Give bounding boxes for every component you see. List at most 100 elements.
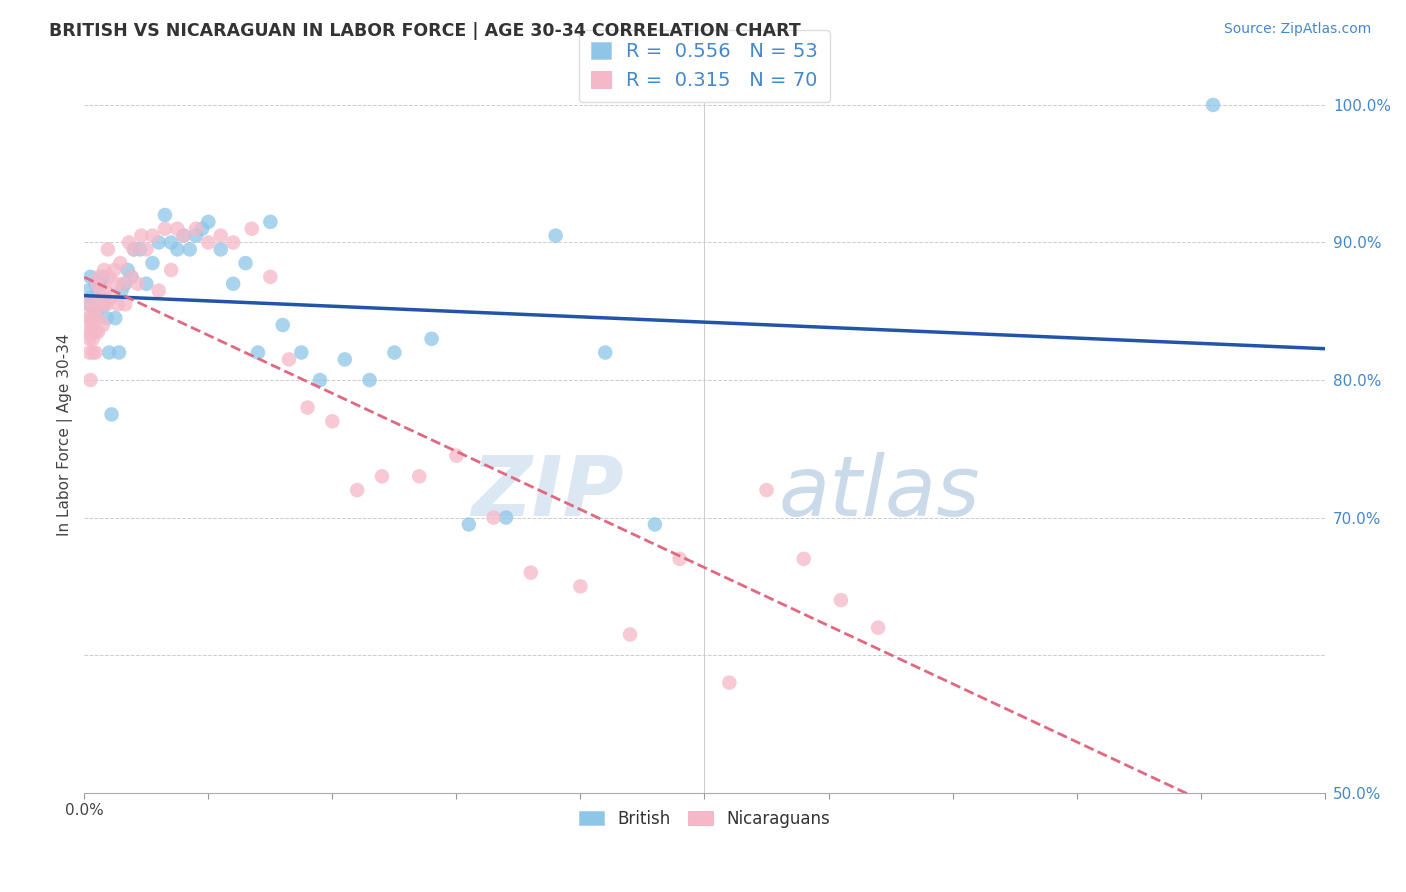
Point [104, 277, 127, 291]
Point [87, 291, 110, 305]
Point [235, 256, 257, 270]
Point [668, 551, 690, 566]
Point [77, 332, 100, 346]
Point [104, 311, 127, 326]
Text: ZIP: ZIP [471, 451, 624, 533]
Y-axis label: In Labor Force | Age 30-34: In Labor Force | Age 30-34 [58, 334, 73, 536]
Point [77, 325, 100, 339]
Point [120, 269, 142, 284]
Point [96, 297, 118, 311]
Point [120, 269, 142, 284]
Point [89, 269, 111, 284]
Point [793, 551, 815, 566]
Point [153, 208, 176, 222]
Point [197, 215, 219, 229]
Point [129, 243, 152, 257]
Text: Source: ZipAtlas.com: Source: ZipAtlas.com [1223, 22, 1371, 37]
Point [79, 373, 101, 387]
Point [297, 401, 319, 415]
Point [868, 621, 890, 635]
Point [91, 269, 114, 284]
Point [87, 311, 110, 326]
Point [153, 221, 176, 235]
Point [89, 277, 111, 291]
Point [93, 297, 115, 311]
Point [100, 408, 122, 422]
Point [83, 311, 105, 326]
Point [98, 345, 121, 359]
Point [408, 469, 430, 483]
Point [84, 325, 107, 339]
Point [191, 221, 214, 235]
Point [148, 235, 170, 250]
Point [259, 269, 281, 284]
Point [166, 221, 188, 235]
Point [89, 284, 111, 298]
Point [446, 449, 468, 463]
Point [80, 291, 103, 305]
Point [160, 235, 183, 250]
Point [96, 311, 118, 326]
Point [278, 352, 301, 367]
Point [93, 263, 115, 277]
Point [82, 332, 104, 346]
Point [80, 318, 103, 332]
Point [184, 221, 207, 235]
Point [1202, 98, 1225, 112]
Point [371, 469, 394, 483]
Point [117, 263, 139, 277]
Point [118, 235, 141, 250]
Point [76, 297, 98, 311]
Point [79, 269, 101, 284]
Point [482, 510, 505, 524]
Point [122, 243, 145, 257]
Point [100, 291, 122, 305]
Point [97, 243, 120, 257]
Point [240, 221, 263, 235]
Point [160, 263, 183, 277]
Point [359, 373, 381, 387]
Point [98, 269, 121, 284]
Point [127, 277, 149, 291]
Point [122, 243, 145, 257]
Text: atlas: atlas [779, 451, 980, 533]
Point [644, 517, 666, 532]
Point [830, 593, 852, 607]
Point [83, 297, 105, 311]
Point [135, 277, 157, 291]
Point [755, 483, 778, 497]
Point [197, 235, 219, 250]
Point [87, 325, 110, 339]
Point [384, 345, 406, 359]
Point [131, 228, 153, 243]
Point [90, 297, 112, 311]
Point [82, 345, 104, 359]
Point [222, 277, 245, 291]
Point [179, 243, 201, 257]
Point [209, 243, 232, 257]
Point [457, 517, 479, 532]
Point [77, 297, 100, 311]
Point [309, 373, 332, 387]
Point [103, 263, 125, 277]
Point [79, 311, 101, 326]
Point [86, 304, 108, 318]
Point [173, 228, 195, 243]
Point [77, 345, 100, 359]
Point [114, 277, 136, 291]
Point [346, 483, 368, 497]
Point [593, 345, 616, 359]
Point [290, 345, 312, 359]
Text: BRITISH VS NICARAGUAN IN LABOR FORCE | AGE 30-34 CORRELATION CHART: BRITISH VS NICARAGUAN IN LABOR FORCE | A… [49, 22, 801, 40]
Point [209, 228, 232, 243]
Point [77, 284, 100, 298]
Point [83, 297, 105, 311]
Point [110, 284, 132, 298]
Point [520, 566, 543, 580]
Point [86, 277, 108, 291]
Point [259, 215, 281, 229]
Point [82, 311, 104, 326]
Point [333, 352, 356, 367]
Point [222, 235, 245, 250]
Point [495, 510, 517, 524]
